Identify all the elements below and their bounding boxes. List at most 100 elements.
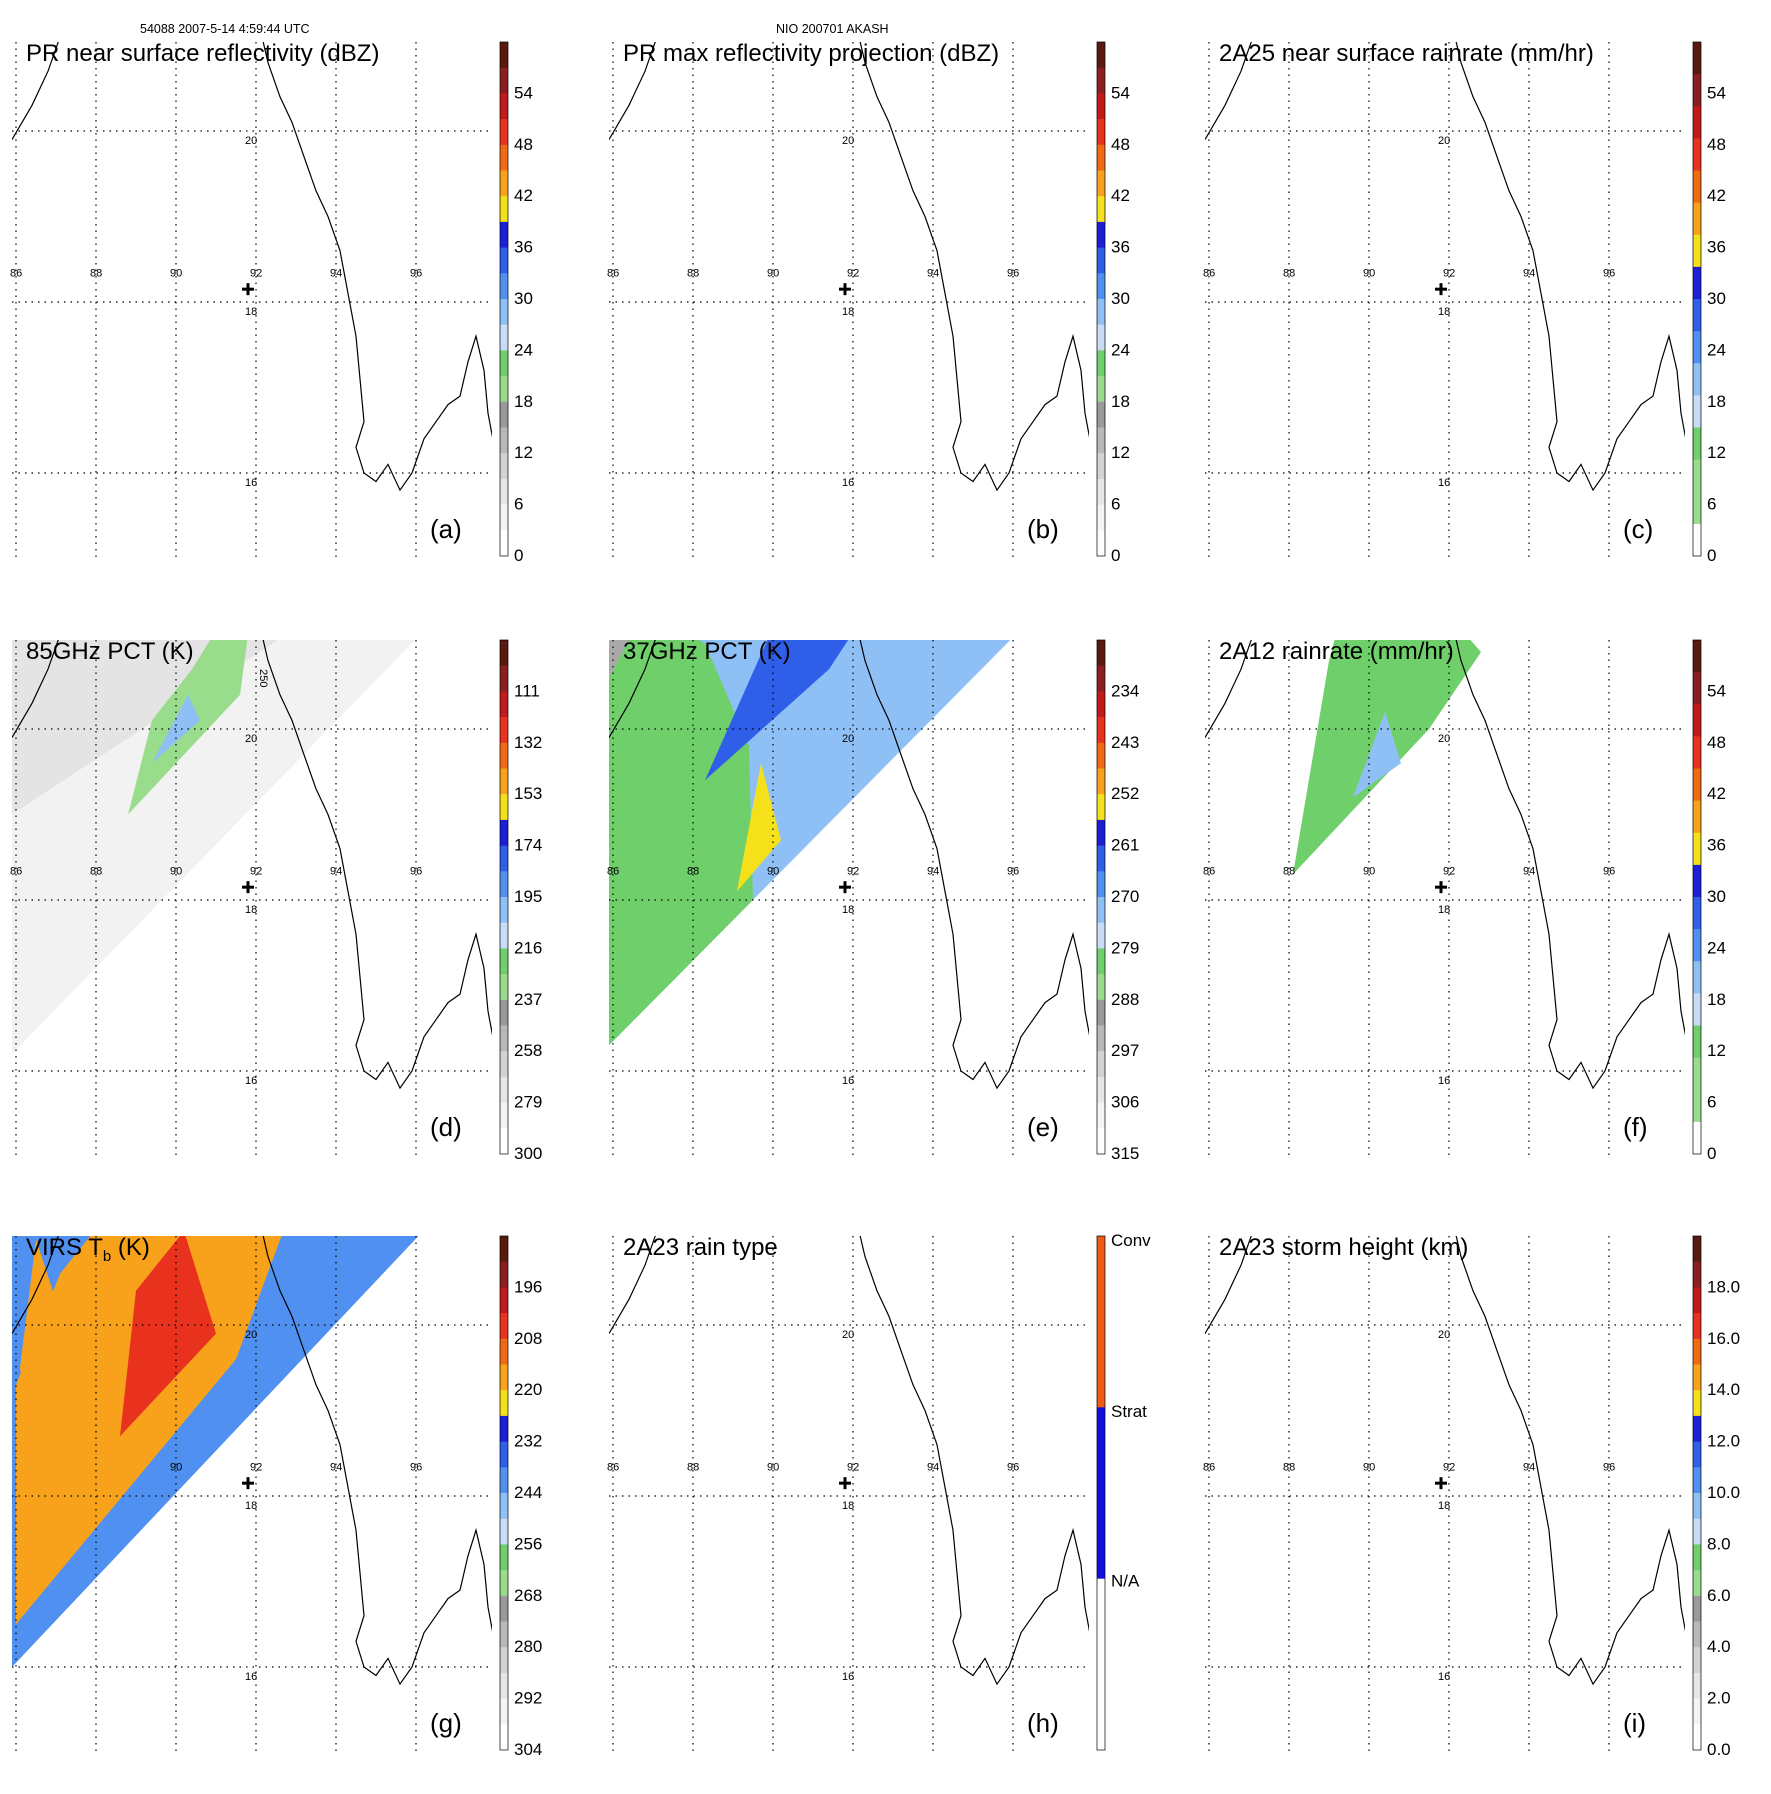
colorbar-segment [1097,1578,1105,1751]
lat-tick-label: 16 [1438,1671,1450,1683]
colorbar-segment [1693,1390,1701,1417]
colorbar-segment [1693,170,1701,204]
lon-tick-label: 88 [90,267,102,279]
colorbar-segment [1693,1595,1701,1622]
colorbar-segment [1693,1089,1701,1123]
gridlines [12,42,492,562]
colorbar-label: 279 [514,1093,542,1112]
colorbar-segment [500,1051,508,1078]
colorbar-segment [1097,376,1105,403]
colorbar-label: 30 [1707,887,1726,906]
panel-letter-label: (f) [1623,1112,1648,1142]
colorbar-segment [1693,1313,1701,1340]
colorbar-segment [500,1570,508,1597]
colorbar-segment [500,1595,508,1622]
data-field-pct85 [12,640,492,1160]
lon-tick-label: 88 [1283,1461,1295,1473]
lon-tick-label: 92 [847,865,859,877]
colorbar-segment [500,1313,508,1340]
lon-tick-label: 94 [1523,267,1535,279]
colorbar-i: 18.0 16.0 14.0 12.0 10.0 8.0 6.0 4.0 2.0 0.0 [1692,1235,1740,1759]
lon-tick-label: 94 [330,865,342,877]
lon-tick-label: 92 [1443,267,1455,279]
colorbar-segment [1693,491,1701,525]
coastline [609,1236,1089,1686]
lat-tick-label: 20 [1438,135,1450,147]
colorbar-segment [500,299,508,326]
colorbar-segment [1097,401,1105,428]
colorbar-segment [500,1287,508,1314]
colorbar-segment [1097,948,1105,975]
colorbar-h: Conv Strat N/A [1096,1231,1151,1751]
colorbar-segment [1693,42,1701,75]
panel-letter-label: (g) [430,1708,462,1738]
colorbar-segment [500,1647,508,1674]
colorbar-label: 24 [1707,938,1726,957]
colorbar-segment [500,1698,508,1725]
colorbar-segment [1097,1102,1105,1129]
colorbar-segment [1693,1647,1701,1674]
colorbar-segment [500,42,508,69]
colorbar-segment [500,1621,508,1648]
colorbar-label: 30 [514,289,533,308]
colorbar-label: 18 [1707,392,1726,411]
colorbar-label: 292 [514,1689,542,1708]
colorbar-d: 111 132 153 174 195 216 237 258 279 300 [499,639,542,1163]
lon-tick-label: 96 [1007,267,1019,279]
colorbar-label: 196 [514,1277,542,1296]
panel-title: 2A25 near surface rainrate (mm/hr) [1219,40,1594,68]
colorbar-label: 0 [1707,1144,1716,1163]
colorbar-label: 258 [514,1041,542,1060]
colorbar-label: 216 [514,938,542,957]
colorbar-segment [1097,273,1105,300]
gridlines [609,1236,1089,1756]
lon-tick-label: 94 [927,267,939,279]
colorbar-segment [1693,1121,1701,1155]
colorbar-segment [500,119,508,146]
colorbar-label: 12 [1111,443,1130,462]
panel-letter-label: (c) [1623,514,1654,544]
colorbar-label: 16.0 [1707,1329,1740,1348]
lat-tick-label: 16 [842,1671,854,1683]
lat-tick-label: 16 [245,1075,257,1087]
lat-tick-label: 20 [842,135,854,147]
gridlines [1205,42,1685,562]
colorbar-label: 36 [1111,238,1130,257]
colorbar-label: 8.0 [1707,1534,1731,1553]
lon-tick-label: 96 [410,267,422,279]
colorbar-segment [500,1338,508,1365]
colorbar-segment [1097,247,1105,274]
lon-tick-label: 86 [10,267,22,279]
colorbar-segment [1693,1698,1701,1725]
colorbar-segment [500,273,508,300]
colorbar-segment [1097,67,1105,94]
lat-tick-label: 20 [245,733,257,745]
lon-tick-label: 92 [1443,1461,1455,1473]
lat-tick-label: 18 [842,904,854,916]
colorbar-segment [1097,1051,1105,1078]
colorbar-segment [1097,691,1105,718]
colorbar-label: 42 [1111,186,1130,205]
colorbar-label: 237 [514,990,542,1009]
panel-title-text: VIRS T [26,1234,103,1261]
lon-tick-label: 90 [170,1461,182,1473]
colorbar-label: 315 [1111,1144,1139,1163]
colorbar-label: 297 [1111,1041,1139,1060]
coastline [609,640,1089,1090]
colorbar-segment [500,350,508,377]
colorbar-segment [1693,1364,1701,1391]
pr-swath-edges [12,20,256,28]
colorbar-label: 6 [514,495,523,514]
colorbar-segment [1693,1025,1701,1059]
panel-letter-label: (e) [1027,1112,1059,1142]
lat-tick-label: 18 [245,1500,257,1512]
lon-tick-label: 90 [767,267,779,279]
panel-letter-label: (h) [1027,1708,1059,1738]
lat-tick-label: 18 [245,904,257,916]
panel-title: 2A23 rain type [623,1234,778,1262]
colorbar-segment [1097,922,1105,949]
colorbar-segment [1097,768,1105,795]
data-field-pr-near-surface [12,20,492,562]
colorbar-label: 18 [514,392,533,411]
